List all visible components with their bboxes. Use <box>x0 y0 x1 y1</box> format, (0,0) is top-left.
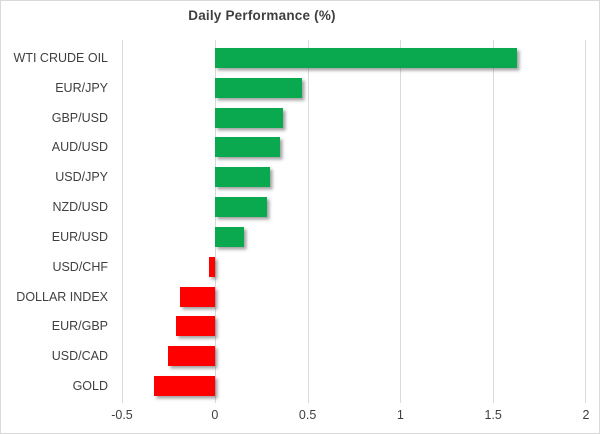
bar-gold <box>153 376 215 397</box>
bar-eur-jpy <box>214 77 303 98</box>
category-label: EUR/GBP <box>51 319 108 334</box>
category-label: USD/CAD <box>51 349 108 364</box>
category-label: WTI CRUDE OIL <box>13 50 108 65</box>
category-label: USD/CHF <box>52 259 108 274</box>
x-axis-tick-label: -0.5 <box>111 408 133 422</box>
category-label: EUR/JPY <box>55 80 108 95</box>
category-label: GBP/USD <box>51 110 108 125</box>
bar-dollar-index <box>179 286 215 307</box>
category-label: AUD/USD <box>51 140 108 155</box>
bar-usd-jpy <box>214 167 271 188</box>
x-axis-tick-label: 1.5 <box>484 408 502 422</box>
bar-nzd-usd <box>214 197 267 218</box>
category-label: NZD/USD <box>52 200 108 215</box>
category-label: GOLD <box>72 379 108 394</box>
x-axis-tick-label: 0 <box>211 408 219 422</box>
category-label: DOLLAR INDEX <box>16 289 108 304</box>
bar-gbp-usd <box>214 107 284 128</box>
category-label: EUR/USD <box>51 229 108 244</box>
gridline <box>122 40 123 403</box>
bar-eur-gbp <box>175 316 215 337</box>
bar-wti-crude-oil <box>214 47 518 68</box>
gridline <box>307 40 309 403</box>
x-axis-tick-label: 1 <box>396 408 404 422</box>
gridline <box>493 40 495 403</box>
plot-area <box>122 40 586 403</box>
bar-usd-chf <box>209 256 215 277</box>
x-axis-tick-label: 0.5 <box>298 408 317 422</box>
chart-title: Daily Performance (%) <box>188 8 336 23</box>
category-label: USD/JPY <box>55 170 108 185</box>
x-axis-tick-label: 2 <box>582 408 590 422</box>
bar-usd-cad <box>168 346 215 367</box>
gridline <box>585 40 586 403</box>
gridline <box>214 40 216 403</box>
bar-eur-usd <box>214 226 245 247</box>
bar-aud-usd <box>214 137 280 158</box>
gridline <box>400 40 402 403</box>
